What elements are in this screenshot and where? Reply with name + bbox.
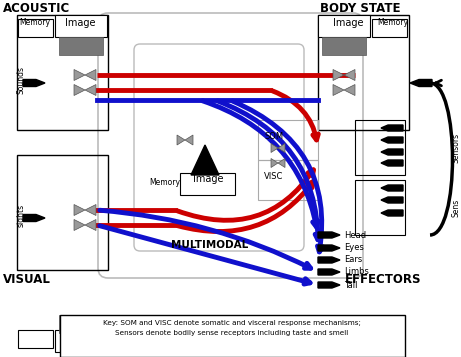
Text: sights: sights [17, 203, 25, 227]
Text: Key: SOM and VISC denote somatic and visceral response mechanisms;: Key: SOM and VISC denote somatic and vis… [103, 320, 361, 326]
Text: Memory: Memory [149, 178, 181, 187]
Polygon shape [191, 145, 219, 175]
Polygon shape [278, 144, 285, 152]
Text: SOM: SOM [264, 132, 283, 141]
Polygon shape [344, 85, 355, 96]
Bar [55, 330, 107, 352]
Text: VISUAL: VISUAL [3, 273, 51, 286]
Polygon shape [74, 85, 85, 96]
Bar [372, 19, 407, 37]
Polygon shape [85, 220, 96, 231]
FancyArrow shape [23, 215, 45, 221]
Text: VISC: VISC [264, 172, 284, 181]
FancyArrow shape [318, 257, 340, 263]
Bar [318, 15, 370, 37]
Polygon shape [271, 144, 278, 152]
Text: Image: Image [65, 18, 95, 28]
Polygon shape [74, 205, 85, 216]
Text: ACOUSTIC: ACOUSTIC [3, 2, 70, 15]
FancyArrow shape [381, 149, 403, 155]
Bar [60, 315, 405, 357]
FancyArrow shape [381, 197, 403, 203]
Text: BODY STATE: BODY STATE [320, 2, 401, 15]
FancyArrow shape [381, 185, 403, 191]
Text: Sensors: Sensors [451, 133, 461, 163]
Text: Tail: Tail [344, 281, 357, 290]
Polygon shape [74, 220, 85, 231]
Bar [59, 315, 103, 333]
Text: Head: Head [344, 231, 366, 240]
Bar [318, 15, 409, 130]
Bar [355, 180, 405, 235]
Bar [18, 330, 53, 348]
Bar [17, 155, 108, 270]
Bar [59, 37, 103, 55]
Polygon shape [85, 70, 96, 80]
Text: EFFECTORS: EFFECTORS [345, 273, 421, 286]
FancyArrow shape [318, 282, 340, 288]
Text: Image: Image [333, 18, 363, 28]
Bar [258, 160, 318, 200]
Bar [180, 173, 235, 195]
Polygon shape [177, 135, 185, 145]
Bar [17, 15, 108, 130]
Polygon shape [85, 85, 96, 96]
Polygon shape [271, 159, 278, 167]
Bar [322, 37, 366, 55]
FancyArrow shape [318, 232, 340, 238]
FancyArrow shape [381, 160, 403, 166]
Polygon shape [74, 70, 85, 80]
Bar [258, 120, 318, 160]
Polygon shape [333, 85, 344, 96]
FancyArrow shape [410, 80, 432, 86]
FancyArrow shape [381, 125, 403, 131]
Text: Memory: Memory [19, 18, 51, 27]
Polygon shape [85, 205, 96, 216]
Text: Limbs: Limbs [344, 267, 369, 277]
FancyArrow shape [318, 245, 340, 251]
FancyArrow shape [318, 269, 340, 275]
Bar [55, 15, 107, 37]
Polygon shape [278, 159, 285, 167]
Polygon shape [185, 135, 193, 145]
Text: Image: Image [193, 174, 223, 184]
Text: Eyes: Eyes [344, 243, 364, 252]
FancyArrow shape [381, 210, 403, 216]
Text: Ears: Ears [344, 256, 362, 265]
Bar [355, 120, 405, 175]
Bar [18, 19, 53, 37]
FancyArrow shape [23, 80, 45, 86]
Text: MULTIMODAL: MULTIMODAL [171, 240, 248, 250]
Text: Memory: Memory [378, 18, 408, 27]
Text: Sensors denote bodily sense receptors including taste and smell: Sensors denote bodily sense receptors in… [115, 330, 349, 336]
FancyArrow shape [381, 137, 403, 143]
Text: Sens: Sens [451, 199, 461, 217]
Text: Sounds: Sounds [17, 66, 25, 94]
Polygon shape [333, 70, 344, 80]
Polygon shape [344, 70, 355, 80]
